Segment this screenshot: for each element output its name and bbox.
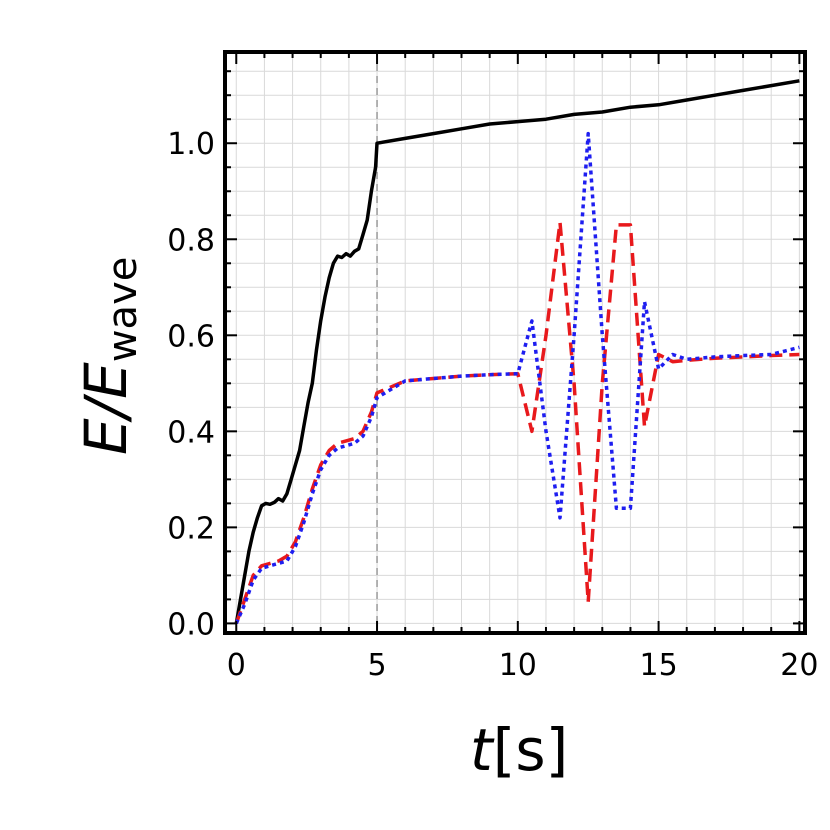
y-tick-label: 0.0 bbox=[167, 607, 215, 642]
x-tick-label: 15 bbox=[639, 648, 677, 683]
plot-frame bbox=[223, 50, 807, 635]
x-tick-label: 5 bbox=[367, 648, 386, 683]
y-tick-label: 0.4 bbox=[167, 415, 215, 450]
x-axis-label: t[s] bbox=[470, 716, 568, 784]
series-line-solid bbox=[234, 79, 800, 624]
y-axis-label: E/Ewave bbox=[72, 257, 146, 455]
y-tick-label: 0.6 bbox=[167, 319, 215, 354]
plot-border bbox=[223, 50, 807, 635]
tick-labels: 0 5 10 15 20 0.0 0.2 0.4 0.6 0.8 1.0 bbox=[167, 127, 818, 683]
x-tick-label: 10 bbox=[499, 648, 537, 683]
series-layer bbox=[234, 79, 800, 625]
y-tick-label: 0.8 bbox=[167, 223, 215, 258]
y-tick-label: 0.2 bbox=[167, 511, 215, 546]
x-tick-label: 0 bbox=[227, 648, 246, 683]
tick-marks bbox=[225, 52, 805, 633]
x-tick-label: 20 bbox=[780, 648, 818, 683]
y-tick-label: 1.0 bbox=[167, 127, 215, 162]
series-line-dashed bbox=[234, 220, 800, 624]
